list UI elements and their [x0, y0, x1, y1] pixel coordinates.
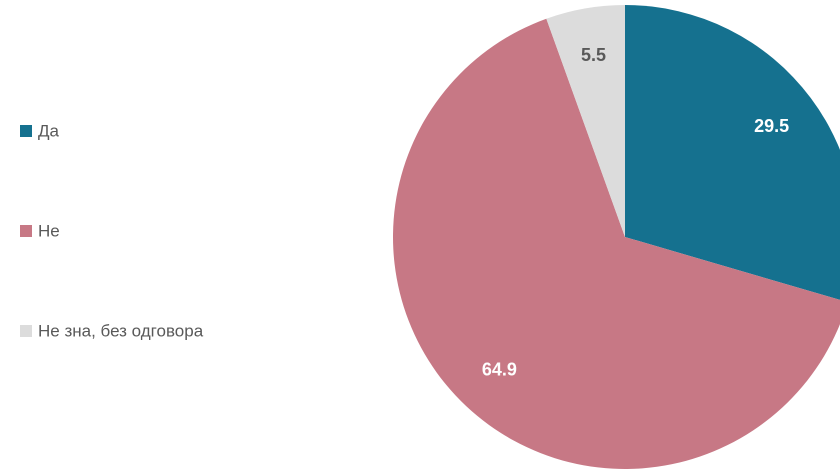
data-label: 29.5	[754, 116, 789, 136]
legend-swatch	[20, 125, 32, 137]
pie-slice	[393, 18, 840, 469]
data-label: 5.5	[581, 45, 606, 65]
pie-slice	[625, 5, 840, 300]
pie-slice	[546, 5, 625, 237]
data-label: 64.9	[482, 359, 517, 379]
legend-label: Не	[38, 221, 60, 240]
legend-swatch	[20, 225, 32, 237]
legend-label: Не зна, без одговора	[38, 321, 204, 340]
legend-swatch	[20, 325, 32, 337]
legend-label: Да	[38, 121, 60, 140]
